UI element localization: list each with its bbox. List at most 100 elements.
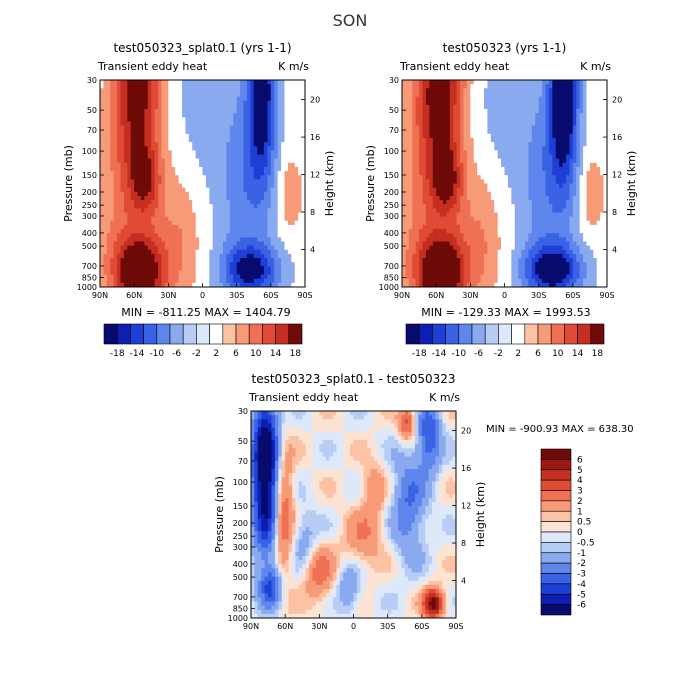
panel-a-cell <box>216 200 220 205</box>
panel-a-cell <box>229 100 234 106</box>
panel-a-cell <box>141 241 145 246</box>
panel-a-cell <box>192 270 197 275</box>
panel-b-cell <box>456 237 461 242</box>
panel-a-cell <box>236 208 241 213</box>
panel-b-cell <box>521 212 526 218</box>
panel-a-cell <box>229 270 234 275</box>
panel-a-cell <box>123 92 128 97</box>
panel-b-cell <box>425 96 430 102</box>
panel-a-cell <box>134 96 138 102</box>
panel-a-cell <box>178 80 183 85</box>
panel-b-cell <box>497 224 502 230</box>
panel-a-cell <box>154 137 159 143</box>
panel-b-cell <box>453 92 458 97</box>
panel-b-cell <box>528 80 533 85</box>
panel-b-cell <box>446 253 451 259</box>
panel-a-cell <box>212 113 217 118</box>
panel-a-cell <box>195 137 200 143</box>
panel-a-cell <box>246 171 251 176</box>
panel-b-cell <box>432 266 437 271</box>
panel-a-cell <box>253 249 258 255</box>
panel-b-cell <box>446 92 451 97</box>
panel-b-cell <box>507 195 512 201</box>
panel-a-cell <box>291 258 296 263</box>
panel-a-cell <box>264 282 268 288</box>
panel-b-cell <box>521 158 526 164</box>
panel-a-cell <box>223 146 227 151</box>
panel-a-cell <box>284 200 289 205</box>
panel-b-cell <box>419 262 423 267</box>
panel-a-cell <box>185 212 190 218</box>
panel-b-cell <box>402 150 406 155</box>
panel-a-cell <box>219 88 224 93</box>
panel-a-cell <box>192 278 197 284</box>
panel-a-cell <box>274 100 279 106</box>
panel-a-cell <box>233 183 238 189</box>
panel-a-cell <box>175 162 179 168</box>
panel-b-cell <box>456 187 461 193</box>
panel-b-cell <box>453 195 458 201</box>
panel-b-cell <box>402 175 406 180</box>
panel-b-cell <box>525 220 529 226</box>
panel-a-cell <box>291 266 296 271</box>
panel-a-cell <box>168 200 173 205</box>
panel-b-cell <box>480 175 485 180</box>
panel-a-cell <box>192 129 197 135</box>
panel-a-cell <box>226 212 231 218</box>
panel-a-cell <box>253 88 258 93</box>
panel-a-cell <box>188 88 193 93</box>
panel-b-cell <box>528 175 533 180</box>
panel-b-cell <box>507 249 512 255</box>
panel-b-cell <box>412 80 417 85</box>
panel-a-cell <box>270 270 275 275</box>
panel-a-cell <box>260 142 265 147</box>
panel-a-cell <box>130 80 135 85</box>
panel-b-cell <box>412 237 417 242</box>
panel-b-cell <box>432 270 437 275</box>
panel-b-cell <box>473 229 478 234</box>
panel-b-cell <box>432 137 437 143</box>
panel-b-cell <box>525 108 529 114</box>
panel-a-cell <box>253 142 258 147</box>
panel-a-cell <box>253 229 258 234</box>
panel-a-cell <box>257 233 261 238</box>
panel-a-cell <box>134 129 138 135</box>
panel-b-cell <box>487 108 492 114</box>
panel-b-cell <box>477 262 481 267</box>
panel-a-x-tick-label: 60S <box>263 291 278 300</box>
panel-a-cell <box>120 175 125 180</box>
panel-a-cell <box>195 121 200 126</box>
panel-a-cell <box>192 258 197 263</box>
panel-a-cell <box>281 187 285 193</box>
panel-b-cell <box>490 84 495 89</box>
panel-a-cell <box>161 195 166 201</box>
panel-a-cell <box>219 270 224 275</box>
panel-a-cell <box>219 104 224 110</box>
panel-a-cell <box>216 278 220 284</box>
panel-b-cell <box>487 96 492 102</box>
panel-b-cell <box>446 195 451 201</box>
panel-b-cell <box>463 282 468 288</box>
panel-a-cell <box>147 249 152 255</box>
panel-a-cell <box>202 150 207 155</box>
panel-a-cell <box>185 262 190 267</box>
panel-b-cell <box>432 224 437 230</box>
panel-a-cell <box>151 241 156 246</box>
panel-b-cell <box>436 179 440 184</box>
panel-b-cell <box>439 216 444 222</box>
panel-b-cell <box>525 282 529 288</box>
panel-a-cell <box>182 171 186 176</box>
panel-b-cell <box>470 262 475 267</box>
panel-a-cell <box>291 249 296 255</box>
panel-a-cell <box>240 84 244 89</box>
panel-a-cell <box>106 200 111 205</box>
panel-a-cell <box>106 129 111 135</box>
panel-a-cell <box>205 204 210 209</box>
panel-b-cell <box>473 92 478 97</box>
panel-b-cell <box>439 121 444 126</box>
panel-a-cell <box>223 142 227 147</box>
panel-a-cell <box>250 253 255 259</box>
panel-a-cell <box>270 237 275 242</box>
panel-a-cell <box>250 142 255 147</box>
panel-b-cell <box>412 241 417 246</box>
